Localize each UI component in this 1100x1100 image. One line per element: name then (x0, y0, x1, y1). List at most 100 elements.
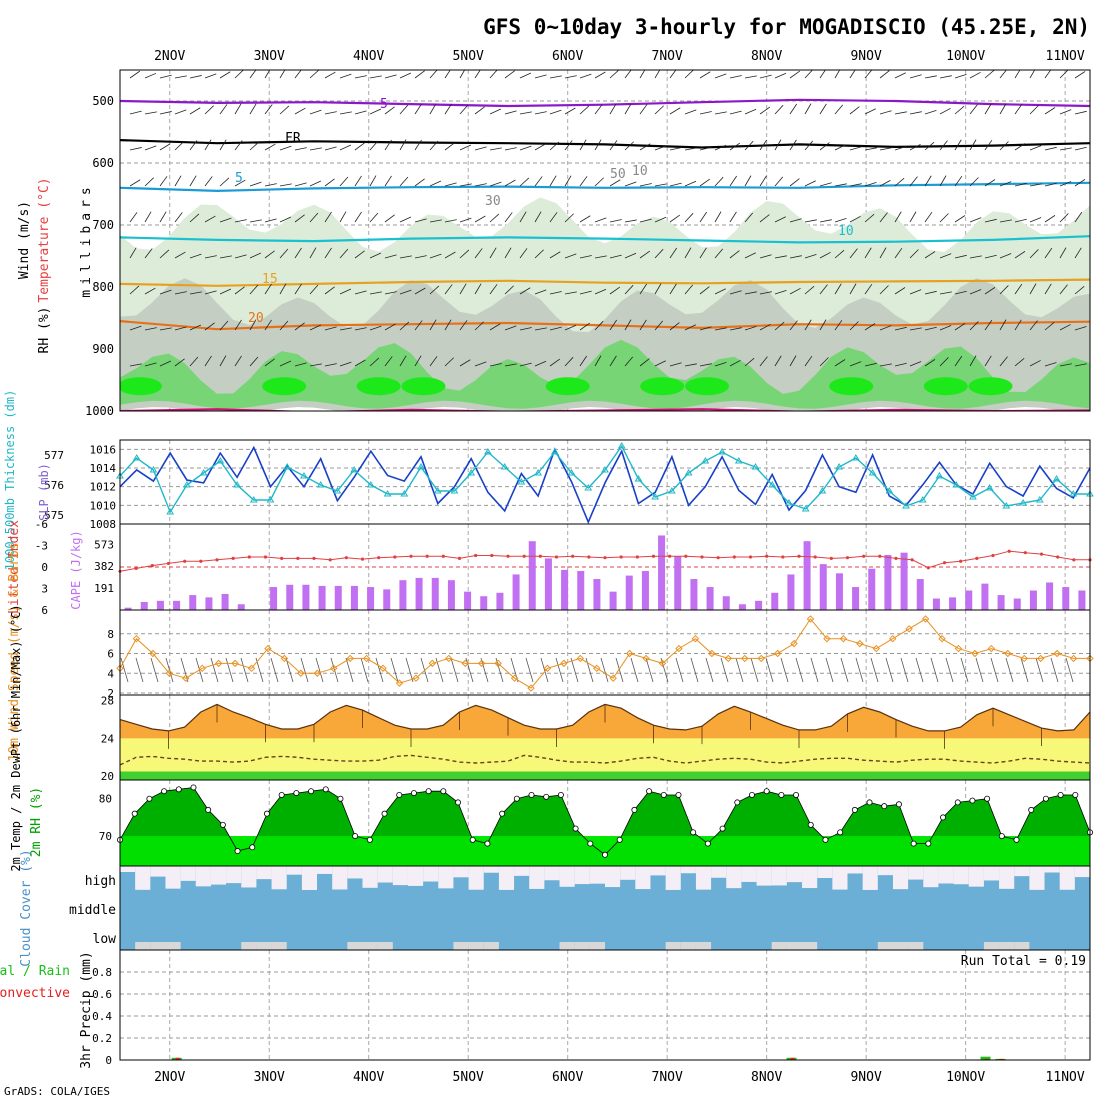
thickness-point (333, 487, 342, 494)
wind-barb-icon (885, 657, 894, 683)
wind-barb-icon (189, 213, 200, 223)
wind-barb-icon (729, 142, 741, 151)
wind-barb-icon (534, 211, 542, 223)
wind-barb-icon (444, 103, 452, 115)
ytick-label: 0.4 (92, 1010, 112, 1023)
wind-barb-icon (789, 320, 798, 331)
wind-barb-icon (609, 103, 617, 115)
ytick-label: 1016 (90, 443, 117, 456)
wind-barb-icon (405, 657, 414, 683)
wind-barb-icon (204, 255, 217, 259)
wind-barb-icon (879, 247, 887, 259)
wind-barb-icon (384, 356, 393, 367)
cloud-high-gap (589, 866, 605, 884)
wind-barb-icon (984, 254, 997, 259)
wind-barb-icon (879, 285, 889, 295)
wind-barb-icon (900, 657, 909, 683)
day-label: 7NOV (652, 49, 683, 64)
wind-barb-icon (849, 106, 860, 115)
wind-barb-icon (744, 140, 754, 151)
wind-barb-icon (384, 291, 397, 295)
wind-barb-icon (999, 181, 1012, 187)
day-label: 11NOV (1046, 1070, 1085, 1085)
wind-barb-icon (339, 144, 352, 151)
ytick-label: 0 (105, 1054, 112, 1067)
li-point (571, 554, 575, 558)
ytick-label: 28 (101, 695, 114, 708)
cape-bar (949, 597, 957, 610)
wind-barb-icon (819, 284, 828, 295)
wind-barb-icon (159, 111, 172, 115)
wind-barb-icon (264, 358, 275, 367)
day-label: 2NOV (154, 49, 185, 64)
cloud-high-gap (453, 866, 469, 878)
rh-bright-patch (923, 377, 968, 396)
wind-point (1069, 654, 1078, 663)
wind-barb-icon (774, 290, 787, 295)
wind-barb-icon (369, 252, 382, 259)
contour-label: 10 (838, 224, 854, 239)
wind-barb-icon (384, 74, 397, 79)
wind-barb-icon (234, 286, 245, 295)
wind-barb-icon (654, 283, 662, 295)
wind-barb-icon (894, 111, 907, 115)
wind-barb-icon (189, 75, 202, 79)
wind-barb-icon (1014, 357, 1025, 367)
precip-convective-bar (790, 1057, 795, 1060)
wind-barb-icon (174, 291, 187, 295)
wind-barb-icon (819, 70, 826, 79)
wind-barb-icon (234, 219, 247, 223)
cloud-high-gap (923, 866, 939, 888)
wind-barb-icon (1005, 657, 1014, 683)
thickness-point (266, 496, 275, 503)
rh2m-point (146, 795, 153, 802)
wind-barb-icon (159, 360, 172, 367)
wind-barb-icon (849, 361, 862, 367)
day-label: 6NOV (552, 49, 583, 64)
wind-barb-icon (624, 284, 634, 295)
thickness-point (684, 469, 693, 476)
wind-barb-icon (294, 182, 307, 187)
wind-barb-icon (774, 321, 785, 331)
wind-point (1036, 654, 1045, 663)
wind-barb-icon (744, 291, 757, 295)
wind-barb-icon (129, 363, 142, 367)
cloud-high-gap (605, 866, 621, 888)
wind-barb-icon (729, 359, 741, 367)
li-point (765, 554, 769, 558)
cloud-high-gap (483, 866, 499, 873)
wind-barb-icon (474, 248, 483, 259)
thickness-point (467, 469, 476, 476)
wind-point (642, 654, 650, 663)
wind-barb-icon (399, 104, 409, 115)
cloud-high-gap (180, 866, 196, 881)
wind-barb-icon (429, 285, 440, 295)
thickness-point (668, 487, 676, 494)
li-point (360, 557, 365, 561)
wind-point (330, 664, 338, 673)
wind-barb-icon (474, 70, 481, 79)
wind-barb-icon (924, 110, 937, 115)
rh-bright-patch (262, 377, 307, 396)
cloud-high-gap (999, 866, 1015, 889)
wind-barb-icon (294, 247, 302, 259)
wind-barb-icon (360, 657, 369, 683)
wind-barb-icon (1074, 179, 1086, 187)
wind-barb-icon (999, 319, 1007, 331)
wind-barb-icon (1059, 213, 1069, 223)
wind-barb-icon (219, 255, 232, 259)
wind-point (494, 659, 502, 668)
thickness-point (534, 469, 542, 476)
wind-barb-icon (534, 74, 547, 79)
cape-bar (609, 591, 617, 610)
wind-barb-icon (669, 214, 681, 223)
wind-barb-icon (414, 355, 422, 367)
wind-barb-icon (744, 175, 752, 187)
cape-bar (981, 583, 989, 610)
wind-barb-icon (354, 110, 367, 115)
wind-barb-icon (210, 657, 219, 683)
wind-barb-icon (999, 103, 1007, 115)
wind-barb-icon (354, 142, 365, 151)
wind-barb-icon (834, 359, 846, 367)
cape-bar (674, 556, 682, 610)
